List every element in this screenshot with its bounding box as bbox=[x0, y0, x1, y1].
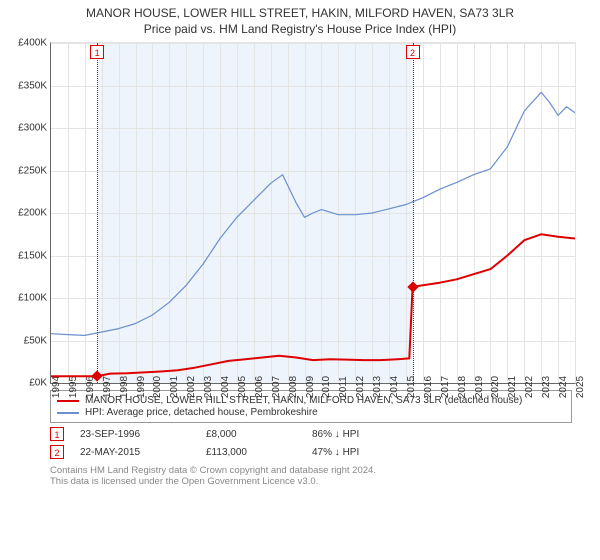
ytick-label: £250K bbox=[18, 165, 47, 176]
event-hpi-diff: 86% ↓ HPI bbox=[312, 429, 359, 440]
chart-titles: MANOR HOUSE, LOWER HILL STREET, HAKIN, M… bbox=[0, 0, 600, 38]
marker-number-box: 1 bbox=[90, 45, 104, 59]
legend-swatch bbox=[57, 400, 79, 402]
ytick-label: £150K bbox=[18, 250, 47, 261]
series-hpi bbox=[51, 92, 575, 335]
marker-number-box: 2 bbox=[406, 45, 420, 59]
legend-swatch bbox=[57, 412, 79, 414]
event-price: £113,000 bbox=[206, 447, 296, 458]
ytick-label: £200K bbox=[18, 208, 47, 219]
event-date: 22-MAY-2015 bbox=[80, 447, 190, 458]
events-table: 1 23-SEP-1996 £8,000 86% ↓ HPI 2 22-MAY-2015 £… bbox=[50, 427, 572, 459]
ytick-label: £350K bbox=[18, 80, 47, 91]
event-row: 2 22-MAY-2015 £113,000 47% ↓ HPI bbox=[50, 445, 572, 459]
event-number-box: 1 bbox=[50, 427, 64, 441]
series-property_price bbox=[51, 234, 575, 376]
ytick-label: £300K bbox=[18, 123, 47, 134]
footer-line: This data is licensed under the Open Gov… bbox=[50, 476, 572, 487]
xtick-label: 2025 bbox=[575, 376, 586, 398]
event-price: £8,000 bbox=[206, 429, 296, 440]
marker-line bbox=[413, 43, 414, 383]
legend-label: HPI: Average price, detached house, Pemb… bbox=[85, 407, 318, 418]
ytick-label: £100K bbox=[18, 293, 47, 304]
event-row: 1 23-SEP-1996 £8,000 86% ↓ HPI bbox=[50, 427, 572, 441]
marker-line bbox=[97, 43, 98, 383]
ytick-label: £0K bbox=[29, 378, 47, 389]
event-hpi-diff: 47% ↓ HPI bbox=[312, 447, 359, 458]
event-number-box: 2 bbox=[50, 445, 64, 459]
event-date: 23-SEP-1996 bbox=[80, 429, 190, 440]
legend-row: HPI: Average price, detached house, Pemb… bbox=[57, 407, 565, 418]
chart-subtitle: Price paid vs. HM Land Registry's House … bbox=[4, 22, 596, 36]
series-svg bbox=[51, 43, 575, 383]
gridline-v bbox=[575, 43, 576, 383]
chart-title: MANOR HOUSE, LOWER HILL STREET, HAKIN, M… bbox=[4, 6, 596, 20]
price-chart: £0K£50K£100K£150K£200K£250K£300K£350K£40… bbox=[50, 42, 576, 384]
footer-line: Contains HM Land Registry data © Crown c… bbox=[50, 465, 572, 476]
footer-attribution: Contains HM Land Registry data © Crown c… bbox=[50, 465, 572, 487]
ytick-label: £400K bbox=[18, 38, 47, 49]
ytick-label: £50K bbox=[24, 335, 47, 346]
